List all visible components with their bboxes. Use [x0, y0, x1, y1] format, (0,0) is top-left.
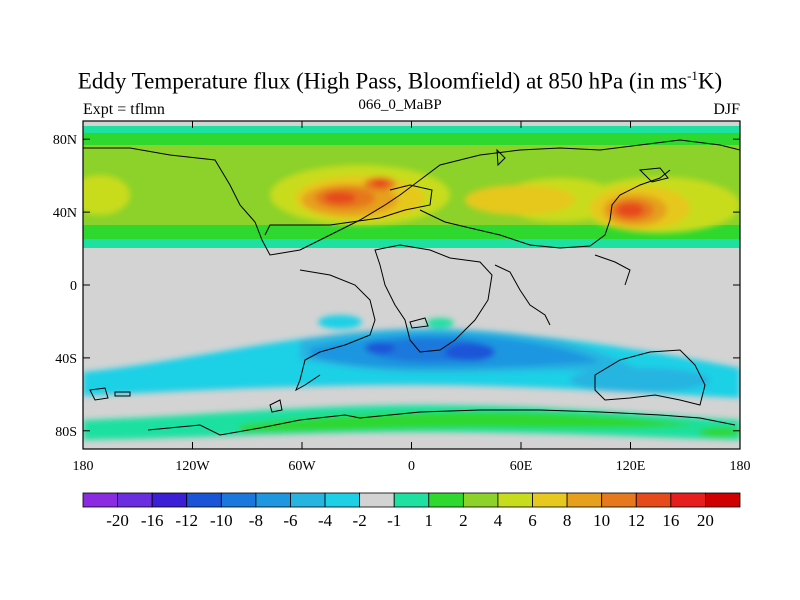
x-tick-label: 120W	[175, 459, 210, 474]
colorbar-swatch	[601, 492, 637, 508]
colorbar-label: -6	[283, 511, 297, 530]
australia-blue	[570, 368, 710, 392]
asia-gold	[465, 185, 575, 215]
coastlines	[83, 139, 740, 436]
colorbar-label: -10	[210, 511, 233, 530]
y-tick-label: 80S	[55, 425, 77, 440]
atlantic-red	[324, 192, 356, 204]
heatmap-field	[83, 121, 740, 449]
colorbar-swatch	[117, 492, 153, 508]
x-tick-label: 180	[73, 459, 94, 474]
colorbar-label: 20	[697, 511, 714, 530]
colorbar-swatch	[497, 492, 533, 508]
map-title: Eddy Temperature flux (High Pass, Bloomf…	[77, 68, 723, 94]
colorbar-swatch	[393, 492, 430, 508]
colorbar-label: 8	[563, 511, 572, 530]
colorbar-label: -8	[249, 511, 263, 530]
y-tick-label: 80N	[53, 133, 77, 148]
colorbar-swatch	[635, 492, 672, 508]
colorbar-label: -20	[106, 511, 129, 530]
y-tick-label: 40S	[55, 352, 77, 367]
colorbar-swatch	[566, 492, 603, 508]
sh-minimum	[445, 343, 495, 361]
colorbar-swatch	[324, 492, 361, 508]
colorbar-swatch	[428, 492, 464, 508]
colorbar-swatch	[255, 492, 291, 508]
colorbar-swatch	[532, 492, 568, 508]
experiment-label: Expt = tflmn	[83, 101, 165, 118]
axis-ticks: 180 120W 60W 0 60E 120E 180 80N 40N 0 40S 80S	[53, 121, 751, 474]
atlantic-red-2	[372, 179, 388, 187]
colorbar-label: -16	[141, 511, 164, 530]
colorbar-label: -1	[387, 511, 401, 530]
x-tick-label: 60E	[510, 459, 533, 474]
sh-cyan-patch	[318, 315, 362, 329]
colorbar-swatch	[220, 492, 257, 508]
colorbar-swatch	[705, 492, 741, 508]
colorbar-swatch	[462, 492, 499, 508]
y-tick-label: 40N	[53, 206, 77, 221]
colorbar: -20 -16 -12 -10 -8 -6 -4 -2 -1 1 2 4 6 8 10 12 16 20	[82, 492, 741, 530]
colorbar-swatch	[82, 492, 118, 508]
x-tick-label: 60W	[288, 459, 316, 474]
colorbar-label: -2	[353, 511, 367, 530]
colorbar-label: -12	[175, 511, 198, 530]
colorbar-label: 1	[425, 511, 434, 530]
africa-green-patch	[426, 318, 454, 328]
colorbar-label: 12	[628, 511, 645, 530]
pacific-red	[616, 203, 644, 217]
run-label: 066_0_MaBP	[358, 97, 442, 113]
x-tick-label: 0	[408, 459, 415, 474]
colorbar-swatch	[290, 492, 326, 508]
colorbar-swatch	[359, 492, 395, 508]
colorbar-label: 16	[662, 511, 679, 530]
colorbar-label: 6	[528, 511, 537, 530]
colorbar-swatch	[670, 492, 706, 508]
colorbar-label: -4	[318, 511, 333, 530]
colorbar-label: 2	[459, 511, 468, 530]
sh-minimum-2	[365, 342, 395, 354]
nh-west-yellow	[83, 175, 130, 215]
colorbar-label: 10	[593, 511, 610, 530]
y-tick-label: 0	[70, 279, 77, 294]
x-tick-label: 120E	[616, 459, 646, 474]
antarctic-east-green	[698, 427, 740, 437]
x-tick-label: 180	[730, 459, 751, 474]
season-label: DJF	[713, 101, 740, 118]
colorbar-swatch	[186, 492, 222, 508]
colorbar-label: 4	[494, 511, 503, 530]
colorbar-swatch	[151, 492, 188, 508]
